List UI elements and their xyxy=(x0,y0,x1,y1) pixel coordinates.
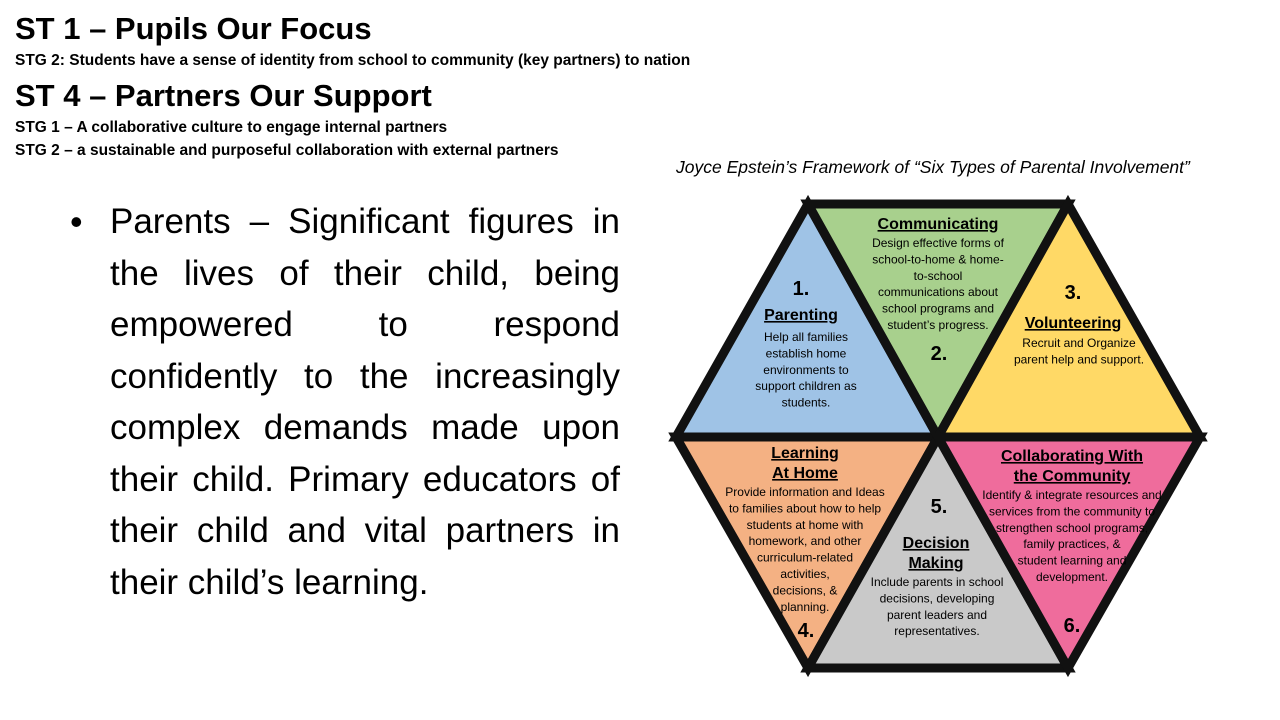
section-learning-at-home-number: 4. xyxy=(798,620,815,642)
section-communicating-body-line: to-school xyxy=(914,269,963,283)
section-collaborating-with-community-number: 6. xyxy=(1064,615,1081,637)
bullet-text: Parents – Significant figures in the liv… xyxy=(110,202,620,602)
section-collaborating-with-community-body-line: development. xyxy=(1036,570,1108,584)
bullet-marker: • xyxy=(70,201,83,242)
subtitle-st1-stg2: STG 2: Students have a sense of identity… xyxy=(15,52,691,69)
section-decision-making-body-line: parent leaders and xyxy=(887,608,987,622)
section-decision-making-body-line: decisions, developing xyxy=(880,591,995,605)
section-collaborating-with-community-body-line: family practices, & xyxy=(1023,537,1120,551)
section-decision-making-title: Making xyxy=(908,555,963,572)
subtitle-st4-stg2: STG 2 – a sustainable and purposeful col… xyxy=(15,142,559,159)
section-decision-making-number: 5. xyxy=(931,496,948,518)
section-collaborating-with-community-title: Collaborating With xyxy=(1001,448,1143,465)
section-communicating-title: Communicating xyxy=(878,216,999,233)
section-learning-at-home-body-line: curriculum-related xyxy=(757,551,853,565)
section-collaborating-with-community-body-line: services from the community to xyxy=(989,504,1155,518)
section-learning-at-home-body-line: activities, xyxy=(780,567,829,581)
section-communicating-body-line: school-to-home & home- xyxy=(872,252,1003,266)
section-parenting-body-line: students. xyxy=(782,396,831,410)
section-parenting-body-line: Help all families xyxy=(764,330,848,344)
section-learning-at-home-title: At Home xyxy=(772,465,838,482)
section-volunteering-body-line: Recruit and Organize xyxy=(1022,336,1136,350)
section-collaborating-with-community-body-line: Identify & integrate resources and xyxy=(982,488,1161,502)
section-decision-making-body-line: Include parents in school xyxy=(871,575,1004,589)
section-parenting-number: 1. xyxy=(793,278,810,300)
section-volunteering-title: Volunteering xyxy=(1025,315,1122,332)
section-learning-at-home-body-line: to families about how to help xyxy=(729,501,881,515)
section-volunteering-body-line: parent help and support. xyxy=(1014,352,1144,366)
section-parenting-body-line: environments to xyxy=(763,363,849,377)
section-communicating-number: 2. xyxy=(931,343,948,365)
section-communicating-body-line: Design effective forms of xyxy=(872,236,1005,250)
section-collaborating-with-community-triangle xyxy=(930,432,1208,678)
section-parenting-title: Parenting xyxy=(764,307,838,324)
section-decision-making-title: Decision xyxy=(903,535,970,552)
title-st1: ST 1 – Pupils Our Focus xyxy=(15,11,372,46)
section-learning-at-home-body-line: Provide information and Ideas xyxy=(725,485,884,499)
section-learning-at-home-title: Learning xyxy=(771,445,839,462)
section-parenting-body-line: establish home xyxy=(766,346,847,360)
section-learning-at-home-body-line: homework, and other xyxy=(749,534,862,548)
section-collaborating-with-community-body-line: student learning and xyxy=(1018,554,1127,568)
section-communicating-body-line: school programs and xyxy=(882,302,994,316)
subtitle-st4-stg1: STG 1 – A collaborative culture to engag… xyxy=(15,119,448,136)
section-learning-at-home-body-line: planning. xyxy=(781,600,830,614)
section-parenting-body-line: support children as xyxy=(755,379,856,393)
title-st4: ST 4 – Partners Our Support xyxy=(15,78,432,113)
section-learning-at-home-body-line: decisions, & xyxy=(773,583,838,597)
section-communicating-body-line: communications about xyxy=(878,285,999,299)
section-collaborating-with-community-title: the Community xyxy=(1014,468,1131,485)
section-volunteering-number: 3. xyxy=(1065,282,1082,304)
section-learning-at-home-body-line: students at home with xyxy=(747,518,864,532)
section-collaborating-with-community-body-line: strengthen school programs, xyxy=(996,521,1148,535)
section-decision-making-body-line: representatives. xyxy=(894,624,979,638)
section-communicating-body-line: student’s progress. xyxy=(887,318,988,332)
framework-caption: Joyce Epstein’s Framework of “Six Types … xyxy=(676,157,1190,177)
